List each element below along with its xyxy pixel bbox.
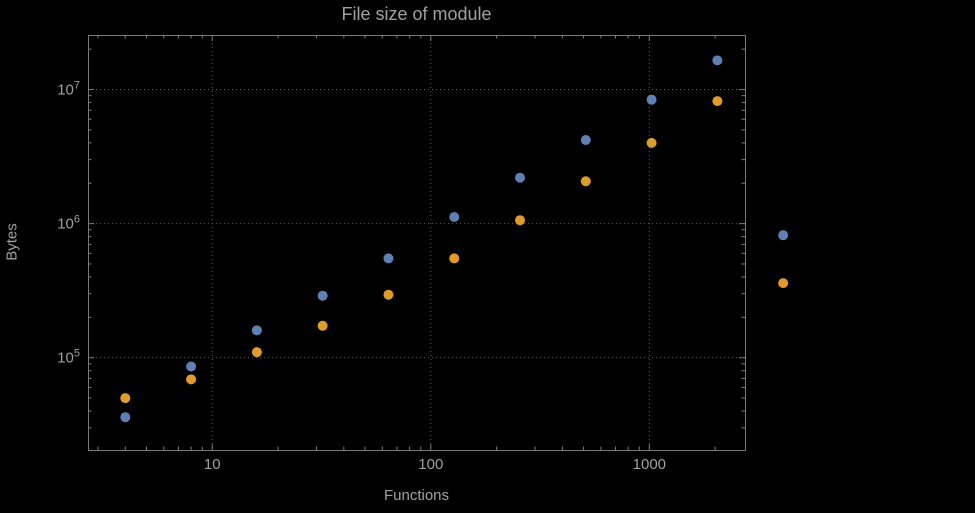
data-point-series-1 xyxy=(778,230,789,241)
data-point-series-2 xyxy=(712,96,723,107)
data-point-series-1 xyxy=(383,253,394,264)
data-point-series-1 xyxy=(251,325,262,336)
data-point-series-1 xyxy=(646,94,657,105)
data-point-series-2 xyxy=(186,374,197,385)
data-point-series-2 xyxy=(120,393,131,404)
data-point-series-1 xyxy=(712,55,723,66)
data-point-series-2 xyxy=(251,347,262,358)
data-point-series-1 xyxy=(580,135,591,146)
data-point-series-2 xyxy=(383,289,394,300)
data-point-series-1 xyxy=(317,290,328,301)
data-point-series-2 xyxy=(449,253,460,264)
data-point-series-2 xyxy=(580,176,591,187)
y-tick-label: 106 xyxy=(57,213,80,233)
data-point-series-1 xyxy=(186,361,197,372)
x-axis-label: Functions xyxy=(383,487,450,504)
y-tick-label: 105 xyxy=(57,347,80,367)
plot-frame xyxy=(88,35,746,451)
data-point-series-1 xyxy=(515,172,526,183)
data-point-series-1 xyxy=(120,412,131,423)
data-point-series-2 xyxy=(317,320,328,331)
data-point-series-1 xyxy=(449,212,460,223)
data-point-series-2 xyxy=(646,137,657,148)
x-tick-label: 1000 xyxy=(632,456,667,473)
data-point-series-2 xyxy=(778,278,789,289)
x-tick-label: 10 xyxy=(203,456,221,473)
chart-title: File size of module xyxy=(341,4,492,24)
x-tick-label: 100 xyxy=(418,456,444,473)
data-point-series-2 xyxy=(515,215,526,226)
y-tick-label: 107 xyxy=(57,79,80,99)
